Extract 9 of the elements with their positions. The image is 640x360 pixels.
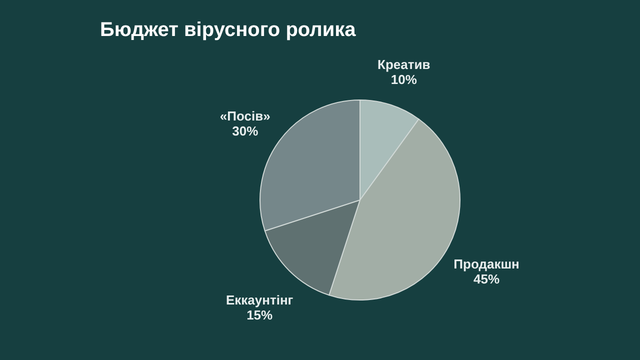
slice-label: Креатив [378,56,430,72]
slice-label: «Посів» [220,108,270,124]
data-label: 10% [390,72,418,87]
data-label: 30% [232,124,259,139]
slice-label: Еккаунтінг [226,292,294,308]
data-label: 15% [246,307,274,322]
data-label: 45% [474,271,500,286]
slice-label: Продакшн [454,256,520,272]
chart-title: Бюджет вірусного ролика [100,19,357,41]
